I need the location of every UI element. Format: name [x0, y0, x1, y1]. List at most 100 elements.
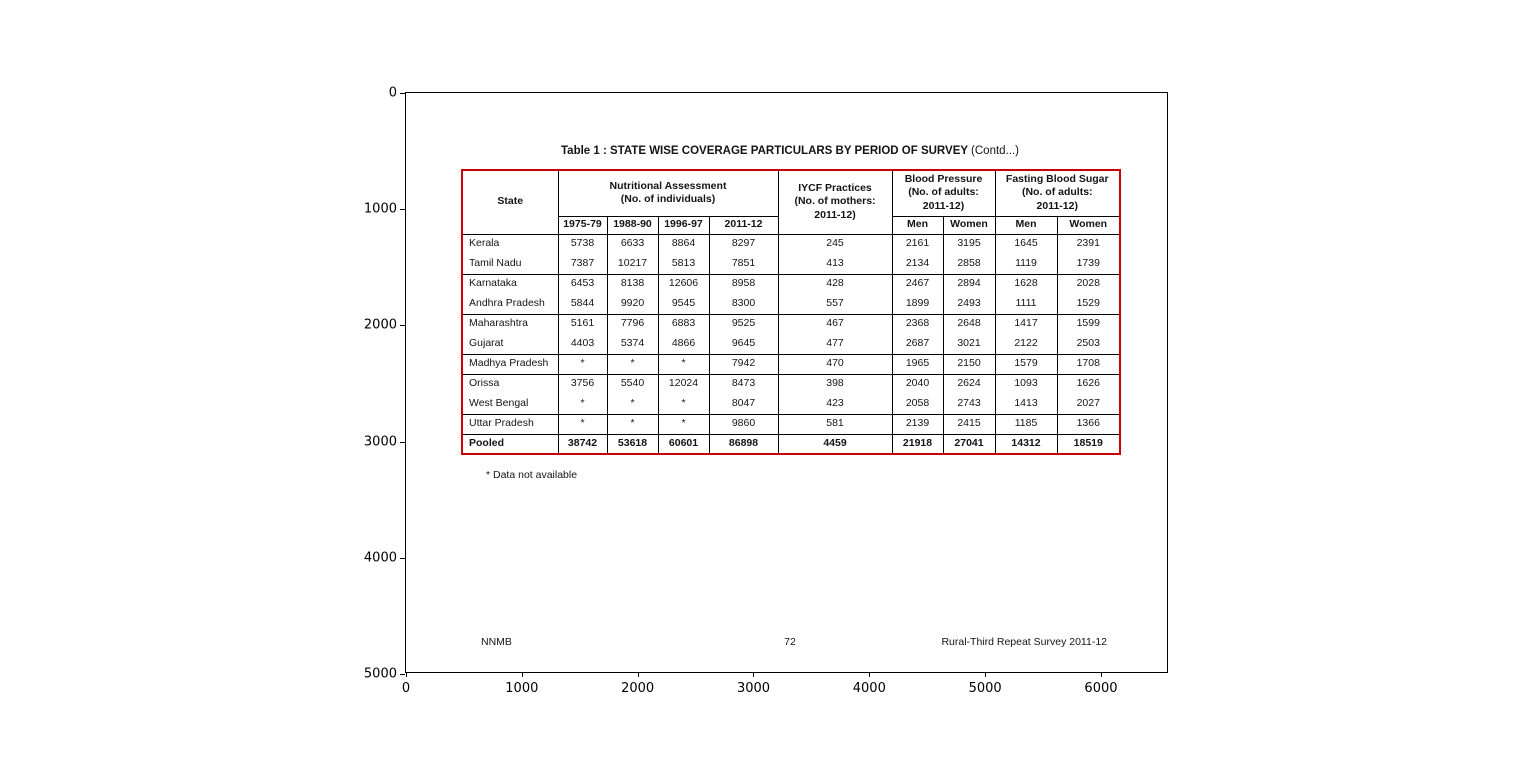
value-cell: 1628: [994, 274, 1058, 294]
state-cell: Madhya Pradesh: [461, 354, 559, 375]
col-group-fasting-blood-sugar: Fasting Blood Sugar (No. of adults: 2011…: [994, 169, 1121, 217]
value-cell: 2648: [942, 314, 996, 334]
state-cell: Tamil Nadu: [461, 254, 559, 275]
value-cell: *: [557, 394, 608, 415]
iycf-header-line2: (No. of mothers:: [794, 195, 876, 208]
value-cell: 8300: [708, 294, 779, 315]
fbs-header-line1: Fasting Blood Sugar: [1005, 172, 1109, 185]
value-cell: 4403: [557, 334, 608, 355]
x-tick-mark: [869, 672, 871, 677]
page-footer: NNMB 72 Rural-Third Repeat Survey 2011-1…: [461, 636, 1119, 650]
value-cell: 2150: [942, 354, 996, 375]
table-row: Andhra Pradesh 5844 9920 9545 8300 557 1899 249…: [461, 294, 1121, 315]
document-page: Table 1 : STATE WISE COVERAGE PARTICULAR…: [406, 93, 1167, 672]
value-cell: *: [606, 354, 659, 375]
y-tick-label: 4000: [363, 550, 397, 566]
value-cell: 2368: [891, 314, 944, 334]
value-cell: 2122: [994, 334, 1058, 355]
page-number: 72: [784, 636, 796, 648]
value-cell: 3756: [557, 374, 608, 394]
value-cell: 2894: [942, 274, 996, 294]
state-cell: Orissa: [461, 374, 559, 394]
value-cell: 1708: [1056, 354, 1121, 375]
col-header-fbs-women: Women: [1056, 215, 1121, 235]
bp-header-line3: 2011-12): [922, 200, 965, 213]
value-cell: 428: [777, 274, 893, 294]
value-cell: 1529: [1056, 294, 1121, 315]
value-cell: 5540: [606, 374, 659, 394]
value-cell: 413: [777, 254, 893, 275]
value-cell: 8047: [708, 394, 779, 415]
x-tick-mark: [406, 672, 407, 677]
value-cell: 1366: [1056, 414, 1121, 435]
value-cell: 2134: [891, 254, 944, 275]
x-tick-mark: [753, 672, 755, 677]
value-cell: 10217: [606, 254, 659, 275]
value-cell: 12606: [657, 274, 710, 294]
table-row: West Bengal * * * 8047 423 2058 2743 1413 2027: [461, 394, 1121, 415]
state-cell: Maharashtra: [461, 314, 559, 334]
value-cell: 9920: [606, 294, 659, 315]
value-cell: 477: [777, 334, 893, 355]
value-cell: 6883: [657, 314, 710, 334]
value-cell: 1599: [1056, 314, 1121, 334]
value-cell: 467: [777, 314, 893, 334]
bp-header-line2: (No. of adults:: [908, 186, 979, 199]
header-row-sub: 1975-79 1988-90 1996-97 2011-12 Men Wome…: [462, 215, 1121, 235]
y-tick-mark: [400, 441, 405, 443]
col-header-1988-90: 1988-90: [606, 215, 659, 235]
value-cell: 2139: [891, 414, 944, 435]
col-header-1975-79: 1975-79: [557, 215, 608, 235]
value-cell: 9525: [708, 314, 779, 334]
value-cell: 2415: [942, 414, 996, 435]
col-header-fbs-men: Men: [994, 215, 1058, 235]
value-cell: 8473: [708, 374, 779, 394]
value-cell: 1417: [994, 314, 1058, 334]
state-cell: Pooled: [461, 434, 559, 454]
value-cell: 8864: [657, 234, 710, 254]
y-tick-mark: [400, 674, 405, 675]
y-tick-mark: [400, 93, 405, 94]
value-cell: 7387: [557, 254, 608, 275]
col-header-iycf: IYCF Practices (No. of mothers: 2011-12): [777, 169, 893, 235]
table-row: Uttar Pradesh * * * 9860 581 2139 2415 1185 1366: [461, 414, 1121, 435]
bp-header-line1: Blood Pressure: [904, 172, 983, 185]
x-tick-label: 6000: [1084, 681, 1118, 696]
value-cell: 1739: [1056, 254, 1121, 275]
value-cell: 1119: [994, 254, 1058, 275]
value-cell: 1579: [994, 354, 1058, 375]
value-cell: 1093: [994, 374, 1058, 394]
value-cell: 2027: [1056, 394, 1121, 415]
value-cell: 581: [777, 414, 893, 435]
state-cell: Kerala: [461, 234, 559, 254]
value-cell: 9545: [657, 294, 710, 315]
value-cell: 5374: [606, 334, 659, 355]
col-header-1996-97: 1996-97: [657, 215, 710, 235]
value-cell: 2503: [1056, 334, 1121, 355]
table-row: Karnataka 6453 8138 12606 8958 428 2467 2894 162…: [461, 274, 1121, 294]
value-cell: 1413: [994, 394, 1058, 415]
fbs-header-line2: (No. of adults:: [1021, 186, 1093, 199]
x-tick-label: 4000: [852, 681, 886, 696]
value-cell: 1645: [994, 234, 1058, 254]
x-tick-mark: [637, 672, 639, 677]
table-row: Gujarat 4403 5374 4866 9645 477 2687 3021 2122 25…: [461, 334, 1121, 355]
value-cell: 2858: [942, 254, 996, 275]
value-cell: 2687: [891, 334, 944, 355]
x-tick-label: 3000: [736, 681, 771, 696]
table-row: Maharashtra 5161 7796 6883 9525 467 2368 2648 14…: [461, 314, 1121, 334]
table-row: Tamil Nadu 7387 10217 5813 7851 413 2134 2858 11…: [461, 254, 1121, 275]
value-cell: 7796: [606, 314, 659, 334]
x-tick-label: 0: [401, 681, 411, 696]
value-cell: *: [606, 394, 659, 415]
value-cell: *: [557, 354, 608, 375]
value-cell: 27041: [942, 434, 996, 454]
value-cell: 1899: [891, 294, 944, 315]
x-tick-mark: [985, 672, 987, 677]
value-cell: 4866: [657, 334, 710, 355]
value-cell: 398: [777, 374, 893, 394]
footer-org: NNMB: [481, 636, 512, 648]
table-row: Kerala 5738 6633 8864 8297 245 2161 3195 1645 239…: [461, 234, 1121, 254]
value-cell: 245: [777, 234, 893, 254]
value-cell: 2467: [891, 274, 944, 294]
